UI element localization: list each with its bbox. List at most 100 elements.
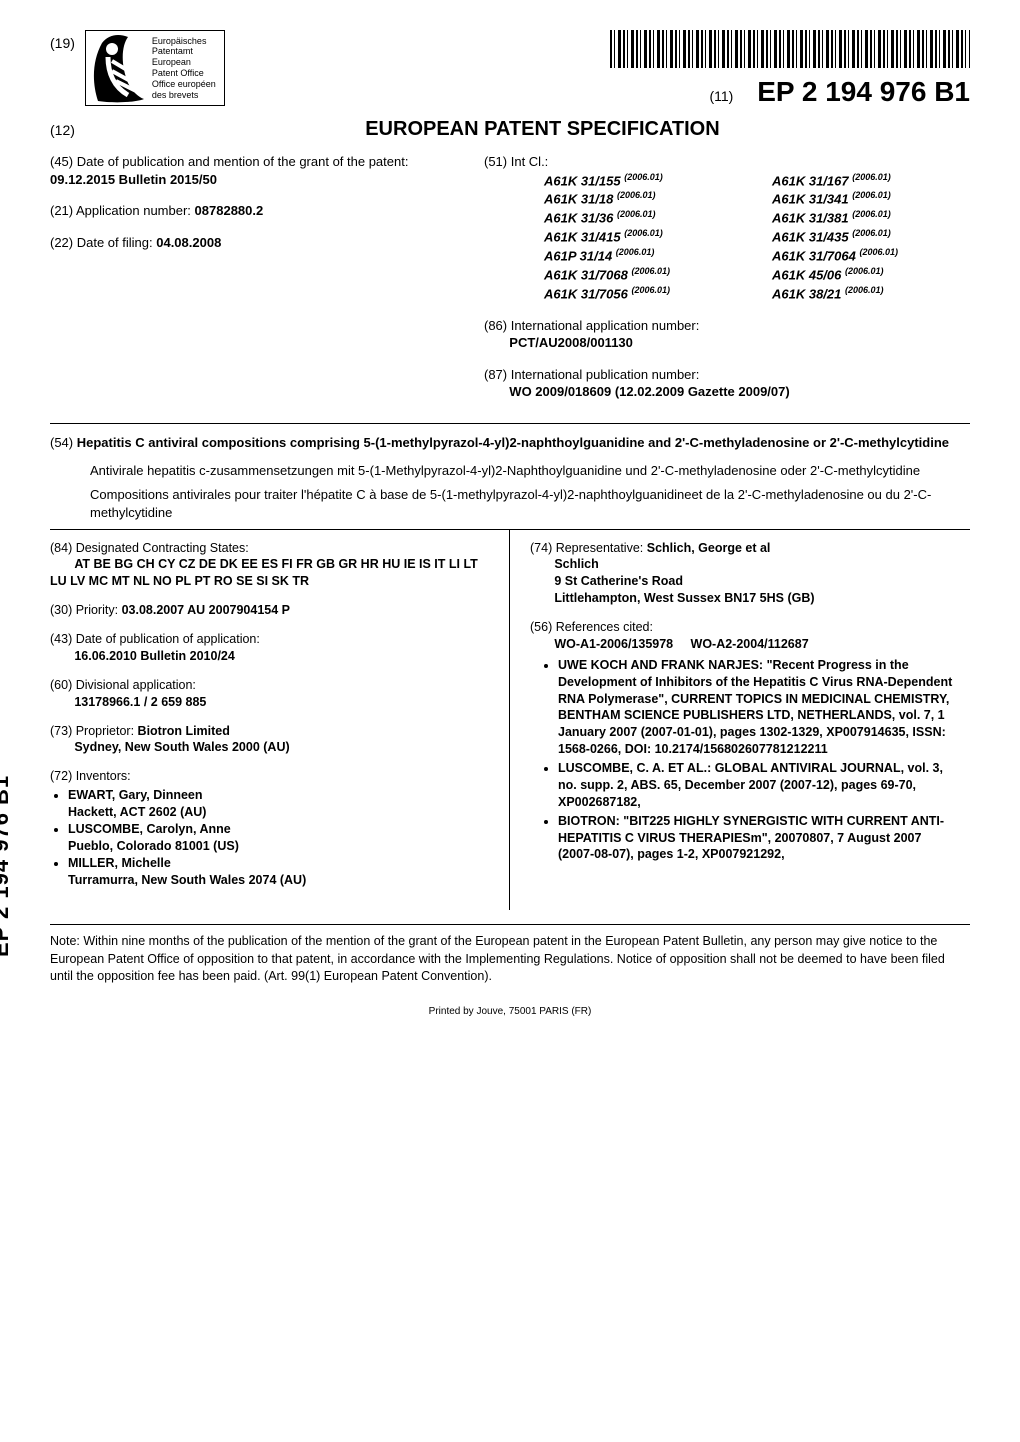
- field-60-value: 13178966.1 / 2 659 885: [74, 695, 206, 709]
- code-12: (12): [50, 122, 75, 138]
- field-43-value: 16.06.2010 Bulletin 2010/24: [74, 649, 235, 663]
- field-21-value: 08782880.2: [195, 203, 264, 218]
- inventors-list: EWART, Gary, DinneenHackett, ACT 2602 (A…: [50, 787, 489, 888]
- rep-line: 9 St Catherine's Road: [554, 574, 683, 588]
- field-43-label: (43) Date of publication of application:: [50, 632, 260, 646]
- barcode-column: (11) EP 2 194 976 B1: [225, 30, 970, 108]
- npl-item: UWE KOCH AND FRANK NARJES: "Recent Progr…: [558, 657, 960, 758]
- column-right: (74) Representative: Schlich, George et …: [510, 530, 970, 911]
- office-line: Europäisches: [152, 36, 207, 46]
- section-rule: [50, 423, 970, 424]
- proprietor-address: Sydney, New South Wales 2000 (AU): [74, 740, 289, 754]
- field-56: (56) References cited: WO-A1-2006/135978…: [530, 619, 960, 863]
- rep-line: Schlich: [554, 557, 598, 571]
- npl-list: UWE KOCH AND FRANK NARJES: "Recent Progr…: [530, 657, 960, 864]
- office-line: Patent Office: [152, 68, 204, 78]
- office-line: des brevets: [152, 90, 199, 100]
- field-73: (73) Proprietor: Biotron Limited Sydney,…: [50, 723, 489, 757]
- ipc-code: A61K 31/155 (2006.01): [544, 171, 742, 190]
- representative-name: Schlich, George et al: [647, 541, 771, 555]
- field-74-label: (74) Representative:: [530, 541, 643, 555]
- npl-item: BIOTRON: "BIT225 HIGHLY SYNERGISTIC WITH…: [558, 813, 960, 864]
- field-22-value: 04.08.2008: [156, 235, 221, 250]
- code-19: (19): [50, 30, 75, 51]
- epo-office-names: Europäisches Patentamt European Patent O…: [148, 34, 222, 103]
- field-22: (22) Date of filing: 04.08.2008: [50, 234, 464, 252]
- field-22-label: (22) Date of filing:: [50, 235, 153, 250]
- field-30: (30) Priority: 03.08.2007 AU 2007904154 …: [50, 602, 489, 619]
- field-54: (54) Hepatitis C antiviral compositions …: [50, 434, 970, 452]
- field-45-value: 09.12.2015 Bulletin 2015/50: [50, 172, 217, 187]
- field-30-label: (30) Priority:: [50, 603, 118, 617]
- ipc-code: A61K 31/7064 (2006.01): [772, 246, 970, 265]
- field-56-label: (56) References cited:: [530, 620, 653, 634]
- field-45-label: (45) Date of publication and mention of …: [50, 154, 408, 169]
- proprietor-name: Biotron Limited: [138, 724, 230, 738]
- title-en: Hepatitis C antiviral compositions compr…: [77, 435, 949, 450]
- column-left: (84) Designated Contracting States: AT B…: [50, 530, 510, 911]
- ref-patent: WO-A1-2006/135978: [554, 637, 673, 651]
- field-21: (21) Application number: 08782880.2: [50, 202, 464, 220]
- epo-logo-block: Europäisches Patentamt European Patent O…: [85, 30, 225, 106]
- rep-line: Littlehampton, West Sussex BN17 5HS (GB): [554, 591, 814, 605]
- inventor-item: EWART, Gary, DinneenHackett, ACT 2602 (A…: [68, 787, 489, 821]
- field-84-value: AT BE BG CH CY CZ DE DK EE ES FI FR GB G…: [50, 557, 478, 588]
- publication-number: EP 2 194 976 B1: [757, 76, 970, 107]
- ipc-code: A61K 45/06 (2006.01): [772, 265, 970, 284]
- field-87: (87) International publication number: W…: [484, 366, 970, 401]
- field-43: (43) Date of publication of application:…: [50, 631, 489, 665]
- field-51-label: (51) Int Cl.:: [484, 154, 548, 169]
- field-87-value: WO 2009/018609 (12.02.2009 Gazette 2009/…: [509, 384, 789, 399]
- field-73-label: (73) Proprietor:: [50, 724, 134, 738]
- opposition-note: Note: Within nine months of the publicat…: [50, 933, 970, 986]
- inventor-item: MILLER, MichelleTurramurra, New South Wa…: [68, 855, 489, 889]
- ipc-grid: A61K 31/155 (2006.01) A61K 31/167 (2006.0…: [544, 171, 970, 303]
- biblio-right: (51) Int Cl.: A61K 31/155 (2006.01)A61K …: [484, 153, 970, 415]
- ipc-code: A61K 38/21 (2006.01): [772, 284, 970, 303]
- field-87-label: (87) International publication number:: [484, 367, 699, 382]
- bottom-rule: [50, 924, 970, 925]
- biblio-left: (45) Date of publication and mention of …: [50, 153, 464, 415]
- document-kind-title: EUROPEAN PATENT SPECIFICATION: [115, 118, 970, 141]
- ipc-code: A61K 31/18 (2006.01): [544, 189, 742, 208]
- field-86-value: PCT/AU2008/001130: [509, 335, 633, 350]
- field-84-label: (84) Designated Contracting States:: [50, 541, 249, 555]
- office-line: Office européen: [152, 79, 216, 89]
- ipc-code: A61P 31/14 (2006.01): [544, 246, 742, 265]
- barcode-icon: [610, 30, 970, 68]
- ipc-code: A61K 31/415 (2006.01): [544, 227, 742, 246]
- epo-logo-icon: [88, 33, 148, 103]
- field-86: (86) International application number: P…: [484, 317, 970, 352]
- two-column-section: (84) Designated Contracting States: AT B…: [50, 529, 970, 911]
- printer-footer: Printed by Jouve, 75001 PARIS (FR): [50, 1006, 970, 1017]
- field-45: (45) Date of publication and mention of …: [50, 153, 464, 188]
- ipc-code: A61K 31/341 (2006.01): [772, 189, 970, 208]
- office-line: European: [152, 57, 191, 67]
- ref-patent: WO-A2-2004/112687: [691, 637, 809, 651]
- ipc-code: A61K 31/36 (2006.01): [544, 208, 742, 227]
- header-row: (19) Europäisches Patentamt European Pat…: [50, 30, 970, 108]
- spine-pubnumber: EP 2 194 976 B1: [0, 775, 14, 957]
- biblio-upper: (45) Date of publication and mention of …: [50, 153, 970, 415]
- code-11: (11): [709, 88, 733, 104]
- field-72-label: (72) Inventors:: [50, 769, 131, 783]
- field-74: (74) Representative: Schlich, George et …: [530, 540, 960, 608]
- field-30-value: 03.08.2007 AU 2007904154 P: [122, 603, 290, 617]
- inventor-item: LUSCOMBE, Carolyn, AnnePueblo, Colorado …: [68, 821, 489, 855]
- title-fr: Compositions antivirales pour traiter l'…: [90, 486, 970, 522]
- office-line: Patentamt: [152, 46, 193, 56]
- ipc-code: A61K 31/167 (2006.01): [772, 171, 970, 190]
- title-de: Antivirale hepatitis c-zusammensetzungen…: [90, 462, 970, 480]
- field-72: (72) Inventors: EWART, Gary, DinneenHack…: [50, 768, 489, 888]
- publication-number-row: (11) EP 2 194 976 B1: [225, 76, 970, 108]
- page: (19) Europäisches Patentamt European Pat…: [0, 0, 1020, 1037]
- ipc-code: A61K 31/7068 (2006.01): [544, 265, 742, 284]
- field-51: (51) Int Cl.: A61K 31/155 (2006.01)A61K …: [484, 153, 970, 303]
- npl-item: LUSCOMBE, C. A. ET AL.: GLOBAL ANTIVIRAL…: [558, 760, 960, 811]
- field-60-label: (60) Divisional application:: [50, 678, 196, 692]
- field-60: (60) Divisional application: 13178966.1 …: [50, 677, 489, 711]
- ipc-code: A61K 31/381 (2006.01): [772, 208, 970, 227]
- field-84: (84) Designated Contracting States: AT B…: [50, 540, 489, 591]
- field-86-label: (86) International application number:: [484, 318, 699, 333]
- code-54: (54): [50, 435, 73, 450]
